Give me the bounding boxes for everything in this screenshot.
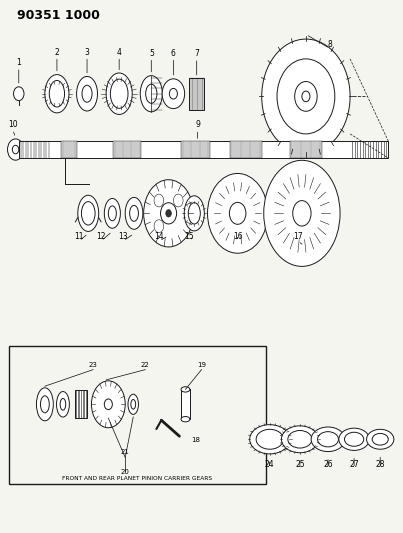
Text: 14: 14 bbox=[154, 232, 164, 241]
Circle shape bbox=[14, 87, 24, 101]
Text: 24: 24 bbox=[264, 459, 274, 469]
Text: 25: 25 bbox=[295, 459, 305, 469]
Text: 17: 17 bbox=[293, 232, 303, 241]
Circle shape bbox=[8, 139, 24, 160]
Bar bbox=[181, 141, 210, 158]
Ellipse shape bbox=[318, 432, 339, 447]
Text: 21: 21 bbox=[121, 449, 130, 455]
Ellipse shape bbox=[40, 396, 49, 413]
Ellipse shape bbox=[181, 387, 190, 392]
Circle shape bbox=[295, 82, 317, 111]
Text: 28: 28 bbox=[376, 459, 385, 469]
Text: 3: 3 bbox=[85, 47, 89, 56]
Text: 16: 16 bbox=[233, 232, 243, 241]
Ellipse shape bbox=[110, 79, 128, 108]
Text: 22: 22 bbox=[141, 361, 150, 368]
Circle shape bbox=[104, 399, 112, 409]
Ellipse shape bbox=[145, 84, 157, 103]
Ellipse shape bbox=[104, 198, 120, 228]
Bar bbox=[290, 141, 322, 158]
Text: 6: 6 bbox=[171, 49, 176, 58]
Ellipse shape bbox=[262, 39, 350, 154]
Text: 7: 7 bbox=[194, 49, 199, 58]
Text: 9: 9 bbox=[195, 120, 200, 130]
Ellipse shape bbox=[77, 76, 98, 111]
Ellipse shape bbox=[311, 427, 345, 451]
Ellipse shape bbox=[288, 431, 312, 448]
Ellipse shape bbox=[128, 394, 139, 414]
Text: 12: 12 bbox=[96, 232, 106, 241]
Bar bbox=[9, 346, 266, 484]
Text: 20: 20 bbox=[121, 469, 130, 475]
Ellipse shape bbox=[56, 392, 69, 417]
Text: 5: 5 bbox=[149, 49, 154, 58]
Ellipse shape bbox=[293, 200, 311, 226]
Circle shape bbox=[302, 91, 310, 102]
Text: 2: 2 bbox=[54, 47, 59, 56]
Circle shape bbox=[169, 88, 177, 99]
Ellipse shape bbox=[250, 425, 290, 454]
Ellipse shape bbox=[339, 428, 370, 450]
Ellipse shape bbox=[256, 430, 283, 449]
Ellipse shape bbox=[264, 160, 340, 266]
Bar bbox=[189, 78, 204, 110]
Ellipse shape bbox=[36, 388, 53, 421]
Circle shape bbox=[154, 194, 164, 207]
Text: 18: 18 bbox=[191, 437, 200, 443]
Ellipse shape bbox=[78, 195, 99, 231]
Text: 90351 1000: 90351 1000 bbox=[17, 9, 100, 22]
Ellipse shape bbox=[184, 196, 204, 231]
Text: 11: 11 bbox=[74, 232, 84, 241]
Text: 27: 27 bbox=[349, 459, 359, 469]
Text: 15: 15 bbox=[185, 232, 194, 241]
Bar bbox=[181, 390, 190, 419]
Ellipse shape bbox=[82, 85, 92, 102]
Bar bbox=[61, 141, 77, 158]
Text: 4: 4 bbox=[117, 47, 122, 56]
Text: 23: 23 bbox=[89, 361, 98, 368]
Ellipse shape bbox=[372, 433, 388, 445]
Ellipse shape bbox=[91, 381, 125, 428]
Circle shape bbox=[154, 220, 164, 232]
Ellipse shape bbox=[229, 203, 246, 224]
Circle shape bbox=[160, 203, 177, 224]
Bar bbox=[75, 391, 87, 418]
Ellipse shape bbox=[345, 432, 364, 446]
Ellipse shape bbox=[277, 59, 335, 134]
Ellipse shape bbox=[281, 426, 318, 453]
Ellipse shape bbox=[60, 399, 66, 410]
Text: 19: 19 bbox=[197, 361, 206, 368]
Ellipse shape bbox=[131, 400, 136, 409]
Text: FRONT AND REAR PLANET PINION CARRIER GEARS: FRONT AND REAR PLANET PINION CARRIER GEA… bbox=[62, 477, 212, 481]
Circle shape bbox=[162, 79, 185, 109]
Text: 1: 1 bbox=[17, 58, 21, 67]
Text: 13: 13 bbox=[118, 232, 128, 241]
Ellipse shape bbox=[143, 180, 193, 247]
Ellipse shape bbox=[181, 416, 190, 422]
Ellipse shape bbox=[367, 430, 394, 449]
Ellipse shape bbox=[45, 75, 69, 113]
Ellipse shape bbox=[140, 76, 162, 112]
Bar bbox=[230, 141, 262, 158]
Circle shape bbox=[166, 209, 171, 217]
Ellipse shape bbox=[125, 197, 143, 229]
Circle shape bbox=[12, 146, 19, 154]
Ellipse shape bbox=[130, 205, 139, 221]
Ellipse shape bbox=[81, 201, 95, 225]
Ellipse shape bbox=[188, 203, 200, 224]
Circle shape bbox=[173, 194, 183, 207]
Ellipse shape bbox=[108, 206, 116, 221]
Text: 10: 10 bbox=[8, 120, 18, 130]
Ellipse shape bbox=[49, 80, 64, 107]
Ellipse shape bbox=[208, 173, 268, 253]
Text: 8: 8 bbox=[328, 39, 332, 49]
Bar bbox=[113, 141, 141, 158]
Text: 26: 26 bbox=[323, 459, 333, 469]
Bar bbox=[19, 141, 388, 158]
Ellipse shape bbox=[106, 73, 132, 115]
